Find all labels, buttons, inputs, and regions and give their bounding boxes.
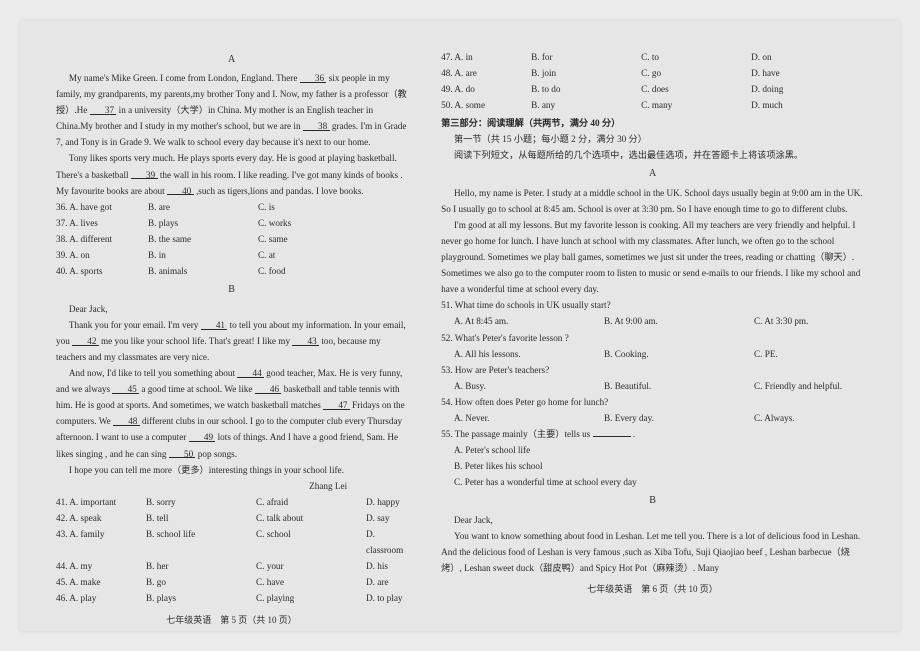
passage-a-p2: Tony likes sports very much. He plays sp… <box>56 150 407 198</box>
passage-a-p1: My name's Mike Green. I come from London… <box>56 70 407 150</box>
q55-b: B. Peter likes his school <box>441 458 864 474</box>
q51-opts: A. At 8:45 am.B. At 9:00 am.C. At 3:30 p… <box>441 313 864 329</box>
q55: 55. The passage mainly（主要）tells us . <box>441 426 864 442</box>
q43: 43. A. familyB. school lifeC. schoolD. c… <box>56 526 407 558</box>
passage-b-p3: I hope you can tell me more（更多）interesti… <box>56 462 407 478</box>
q38: 38. A. differentB. the sameC. same <box>56 231 407 247</box>
reading-instruction: 阅读下列短文，从每题所给的几个选项中，选出最佳选项，并在答题卡上将该项涂黑。 <box>441 147 864 163</box>
exam-sheet: A My name's Mike Green. I come from Lond… <box>20 21 900 631</box>
q41: 41. A. importantB. sorryC. afraidD. happ… <box>56 494 407 510</box>
passage-b-p1: Thank you for your email. I'm very 41 to… <box>56 317 407 365</box>
q44: 44. A. myB. herC. yourD. his <box>56 558 407 574</box>
left-page: A My name's Mike Green. I come from Lond… <box>56 49 407 617</box>
q48: 48. A. areB. joinC. goD. have <box>441 65 864 81</box>
reading-section-b: B <box>441 492 864 510</box>
q49: 49. A. doB. to doC. doesD. doing <box>441 81 864 97</box>
right-page: 47. A. inB. forC. toD. on 48. A. areB. j… <box>441 49 864 617</box>
q51: 51. What time do schools in UK usually s… <box>441 297 864 313</box>
left-footer: 七年级英语 第 5 页（共 10 页） <box>56 613 407 629</box>
q42: 42. A. speakB. tellC. talk aboutD. say <box>56 510 407 526</box>
reading-section-a: A <box>441 165 864 183</box>
section-b-label: B <box>56 281 407 299</box>
reading-b-p1: You want to know something about food in… <box>441 528 864 576</box>
q37: 37. A. livesB. playsC. works <box>56 215 407 231</box>
reading-a-p1: Hello, my name is Peter. I study at a mi… <box>441 185 864 217</box>
q46: 46. A. playB. playsC. playingD. to play <box>56 590 407 606</box>
greeting-b: Dear Jack, <box>56 301 407 317</box>
signature: Zhang Lei <box>56 478 407 494</box>
section1-title: 第一节（共 15 小题；每小题 2 分，满分 30 分） <box>441 131 864 147</box>
q50: 50. A. someB. anyC. manyD. much <box>441 97 864 113</box>
q54: 54. How often does Peter go home for lun… <box>441 394 864 410</box>
reading-a-p2: I'm good at all my lessons. But my favor… <box>441 217 864 297</box>
passage-b-p2: And now, I'd like to tell you something … <box>56 365 407 462</box>
q39: 39. A. onB. inC. at <box>56 247 407 263</box>
q52: 52. What's Peter's favorite lesson ? <box>441 330 864 346</box>
q45: 45. A. makeB. goC. haveD. are <box>56 574 407 590</box>
q47: 47. A. inB. forC. toD. on <box>441 49 864 65</box>
right-footer: 七年级英语 第 6 页（共 10 页） <box>441 582 864 598</box>
q40: 40. A. sportsB. animalsC. food <box>56 263 407 279</box>
q36: 36. A. have gotB. areC. is <box>56 199 407 215</box>
q55-c: C. Peter has a wonderful time at school … <box>441 474 864 490</box>
greeting-b2: Dear Jack, <box>441 512 864 528</box>
q53-opts: A. Busy.B. Beautiful.C. Friendly and hel… <box>441 378 864 394</box>
section-a-label: A <box>56 51 407 69</box>
q53: 53. How are Peter's teachers? <box>441 362 864 378</box>
part3-title: 第三部分：阅读理解（共两节，满分 40 分） <box>441 115 864 131</box>
q55-a: A. Peter's school life <box>441 442 864 458</box>
q54-opts: A. Never.B. Every day.C. Always. <box>441 410 864 426</box>
q52-opts: A. All his lessons.B. Cooking.C. PE. <box>441 346 864 362</box>
